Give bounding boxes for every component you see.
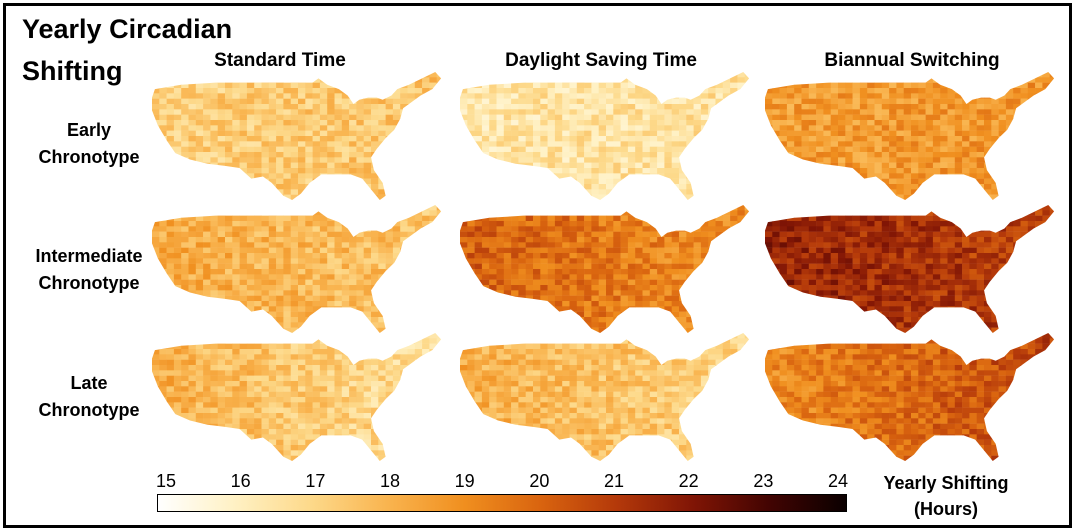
colorbar-tick: 21 <box>603 471 625 491</box>
column-header-standard-time: Standard Time <box>214 50 346 71</box>
row-header-late: Late Chronotype <box>14 370 164 424</box>
colorbar-tick: 22 <box>678 471 699 491</box>
row-header-intermediate-line1: Intermediate <box>35 246 143 266</box>
colorbar-label-line1: Yearly Shifting <box>883 473 1009 493</box>
colorbar-tick: 19 <box>454 471 475 491</box>
us-map-r1-c1 <box>460 205 750 333</box>
us-map-r0-c0 <box>152 72 442 200</box>
row-header-early-line2: Chronotype <box>38 147 140 167</box>
column-header-biannual-switching: Biannual Switching <box>824 50 1000 71</box>
colorbar-tick: 20 <box>529 471 550 491</box>
colorbar-tick: 17 <box>305 471 326 491</box>
us-map-r0-c1 <box>460 72 750 200</box>
colorbar-tick: 15 <box>155 471 177 491</box>
us-map-r1-c2 <box>765 205 1055 333</box>
us-map-r2-c2 <box>765 333 1055 461</box>
colorbar-label: Yearly Shifting (Hours) <box>866 470 1026 522</box>
colorbar-label-line2: (Hours) <box>914 499 978 519</box>
us-map-r1-c0 <box>152 205 442 333</box>
us-map-r2-c1 <box>460 333 750 461</box>
colorbar-tick: 23 <box>753 471 774 491</box>
row-header-intermediate-line2: Chronotype <box>38 273 140 293</box>
figure-title: Yearly Circadian Shifting <box>22 14 233 86</box>
row-header-intermediate: Intermediate Chronotype <box>14 243 164 297</box>
us-map-r2-c0 <box>152 333 442 461</box>
colorbar <box>157 494 847 512</box>
row-header-late-line2: Chronotype <box>38 400 140 420</box>
row-header-late-line1: Late <box>70 373 108 393</box>
us-map-r0-c2 <box>765 72 1055 200</box>
column-header-daylight-saving-time: Daylight Saving Time <box>505 50 697 71</box>
colorbar-tick: 18 <box>379 471 401 491</box>
colorbar-tick: 24 <box>827 471 849 491</box>
row-header-early: Early Chronotype <box>14 117 164 171</box>
colorbar-tick: 16 <box>230 471 251 491</box>
row-header-early-line1: Early <box>66 120 112 140</box>
